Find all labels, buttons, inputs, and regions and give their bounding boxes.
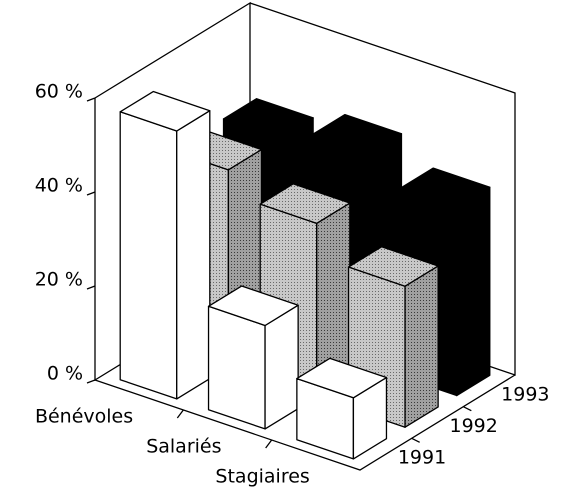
y-tick-label: 0 % (47, 363, 83, 385)
bar-side (264, 304, 299, 430)
y-tick (86, 191, 96, 196)
bar-top (207, 285, 299, 327)
bar-top (119, 90, 211, 132)
bar-top (296, 357, 388, 399)
series-label: 1991 (398, 447, 446, 469)
bar (207, 285, 299, 430)
series-label: 1993 (501, 383, 549, 405)
y-tick-label: 20 % (35, 269, 83, 291)
bar-top (259, 183, 351, 224)
bar (296, 357, 388, 460)
bar-top (399, 167, 491, 209)
category-tick (265, 439, 273, 449)
y-tick (86, 285, 96, 290)
bar-front (207, 305, 266, 430)
y-tick (86, 97, 96, 102)
series-tick (411, 437, 420, 443)
bar-top (222, 98, 314, 139)
category-label: Bénévoles (35, 406, 133, 428)
category-tick (176, 409, 184, 419)
bar-top (347, 246, 439, 287)
category-label: Stagiaires (215, 466, 309, 488)
bar-side (456, 186, 491, 397)
bar-front (119, 111, 178, 400)
bar-side (404, 265, 439, 428)
series-tick (463, 406, 472, 412)
bar-top (311, 113, 403, 155)
bar-side (176, 110, 211, 400)
y-tick-label: 60 % (35, 81, 83, 103)
y-tick-label: 40 % (35, 175, 83, 197)
series-label: 1992 (450, 415, 498, 437)
bar (119, 90, 211, 400)
y-tick (86, 379, 96, 384)
category-label: Salariés (146, 436, 221, 458)
